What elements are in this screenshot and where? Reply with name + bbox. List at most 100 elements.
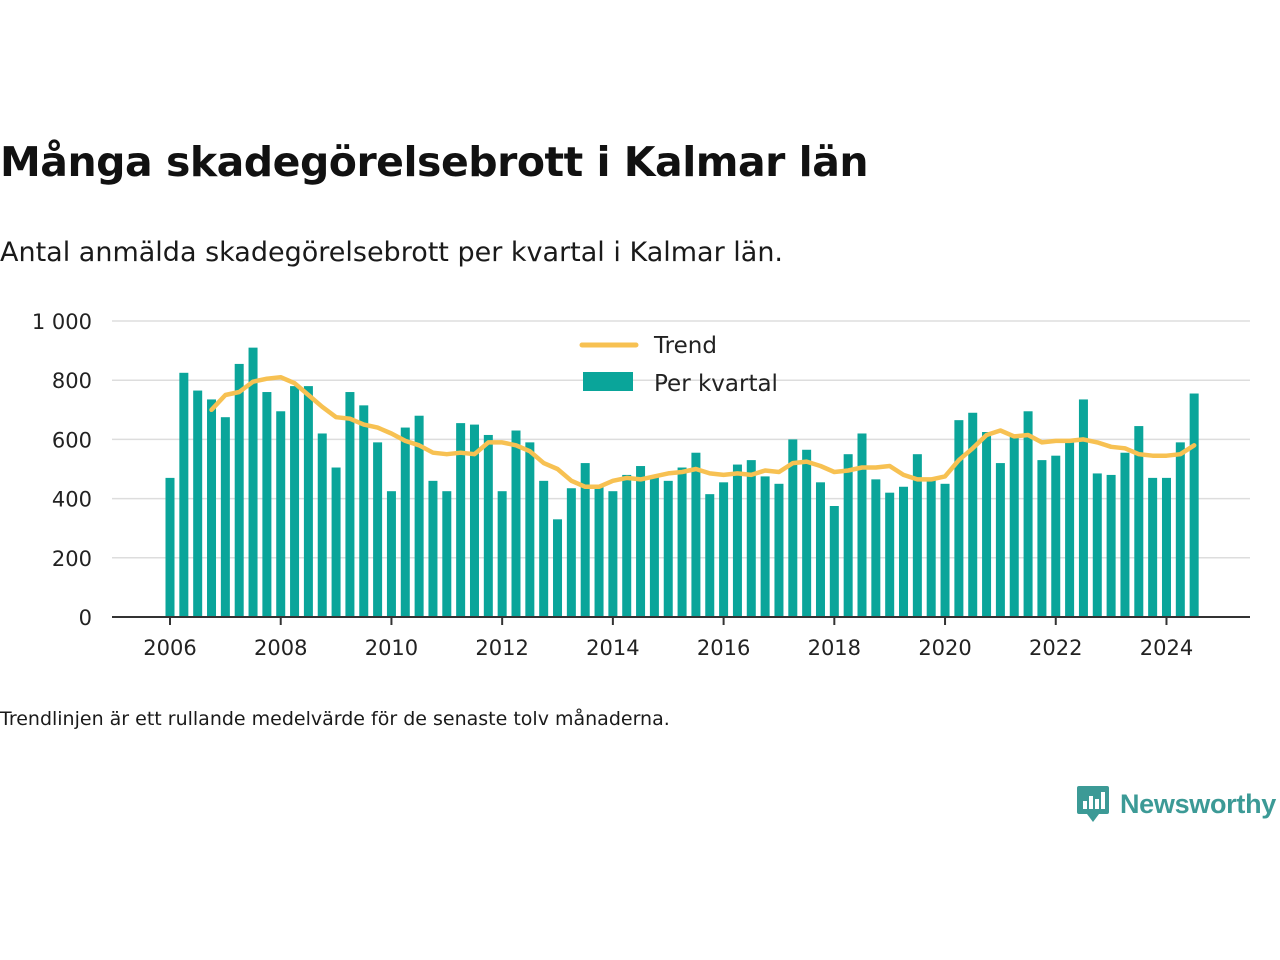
bar xyxy=(539,480,549,617)
brand-name: Newsworthy xyxy=(1119,788,1276,819)
legend-trend-label: Trend xyxy=(653,333,717,359)
bar xyxy=(912,454,922,617)
bar xyxy=(663,480,673,617)
y-tick-label: 200 xyxy=(52,547,92,571)
brand-logo: Newsworthy xyxy=(1076,784,1276,824)
bar xyxy=(1134,426,1144,617)
bar xyxy=(1078,399,1088,617)
bar xyxy=(248,347,258,617)
bar xyxy=(940,483,950,617)
bar xyxy=(843,454,853,617)
footnote: Trendlinjen är ett rullande medelvärde f… xyxy=(0,708,670,730)
bar xyxy=(1023,411,1033,617)
y-tick-label: 0 xyxy=(79,606,92,630)
bar xyxy=(746,460,756,617)
bar xyxy=(331,467,341,617)
bar xyxy=(732,464,742,617)
x-tick-label: 2024 xyxy=(1140,636,1193,660)
x-tick-label: 2022 xyxy=(1029,636,1082,660)
gridlines xyxy=(112,320,1250,559)
bar xyxy=(179,372,189,617)
x-tick-label: 2006 xyxy=(143,636,196,660)
bar xyxy=(1092,473,1102,617)
bar xyxy=(428,480,438,617)
bar xyxy=(303,386,313,617)
y-tick-label: 400 xyxy=(52,488,92,512)
bar xyxy=(926,479,936,617)
x-tick-label: 2014 xyxy=(586,636,639,660)
bar xyxy=(649,476,659,617)
bar xyxy=(677,467,687,617)
bar xyxy=(359,405,369,617)
bar xyxy=(580,463,590,617)
x-tick-label: 2012 xyxy=(475,636,528,660)
bar xyxy=(705,494,715,617)
bar xyxy=(442,491,452,617)
bar xyxy=(1161,477,1171,617)
bar xyxy=(802,449,812,617)
bar xyxy=(414,415,424,617)
bar-line-chart: 0 200 400 600 800 1 000 2006 2008 2010 2012 2014 20… xyxy=(32,310,1250,660)
bar xyxy=(829,506,839,617)
x-tick-label: 2018 xyxy=(808,636,861,660)
bar xyxy=(691,452,701,617)
bar xyxy=(608,491,618,617)
bar xyxy=(1189,393,1199,617)
bar xyxy=(719,482,729,617)
bar xyxy=(553,519,563,617)
bar xyxy=(262,392,272,617)
bar xyxy=(594,485,604,617)
bar xyxy=(483,434,493,617)
bar xyxy=(511,430,521,617)
bar xyxy=(469,424,479,617)
trend-line xyxy=(209,374,1197,490)
legend: Trend Per kvartal xyxy=(579,333,778,397)
bar xyxy=(815,482,825,617)
bar xyxy=(290,386,300,617)
newsworthy-logo-icon xyxy=(1076,786,1109,822)
bar xyxy=(1148,477,1158,617)
bar xyxy=(885,492,895,617)
y-tick-label: 1 000 xyxy=(32,310,92,334)
bar xyxy=(622,474,632,617)
x-tick-label: 2020 xyxy=(918,636,971,660)
bar xyxy=(788,439,798,617)
y-tick-label: 800 xyxy=(52,369,92,393)
bar xyxy=(1037,460,1047,617)
axes: 0 200 400 600 800 1 000 2006 2008 2010 2012 2014 20… xyxy=(32,310,1250,660)
x-tick-label: 2016 xyxy=(697,636,750,660)
bar xyxy=(899,486,909,617)
bar xyxy=(220,417,230,617)
x-tick-label: 2008 xyxy=(254,636,307,660)
trend-series xyxy=(209,374,1197,490)
bar xyxy=(497,491,507,617)
bar xyxy=(193,390,203,617)
y-tick-label: 600 xyxy=(52,428,92,452)
bar xyxy=(386,491,396,617)
bar xyxy=(774,483,784,617)
bar xyxy=(968,412,978,617)
bar xyxy=(871,479,881,617)
bar xyxy=(373,442,383,617)
bar xyxy=(1065,442,1075,617)
bar xyxy=(760,476,770,617)
bar xyxy=(1051,455,1061,617)
bar xyxy=(636,466,646,617)
legend-bar-swatch xyxy=(583,372,633,391)
bar xyxy=(1175,442,1185,617)
bar xyxy=(995,463,1005,617)
chart-subtitle: Antal anmälda skadegörelsebrott per kvar… xyxy=(0,237,784,268)
bar xyxy=(234,363,244,617)
bar xyxy=(276,411,286,617)
bar xyxy=(1009,434,1019,617)
bar xyxy=(982,432,992,617)
bar xyxy=(317,433,327,617)
legend-bar-label: Per kvartal xyxy=(654,371,778,397)
bar xyxy=(400,427,410,617)
x-tick-label: 2010 xyxy=(365,636,418,660)
bar xyxy=(566,488,576,617)
bar xyxy=(857,433,867,617)
bar-series xyxy=(165,347,1199,617)
bar xyxy=(165,477,175,617)
bar xyxy=(525,442,535,617)
